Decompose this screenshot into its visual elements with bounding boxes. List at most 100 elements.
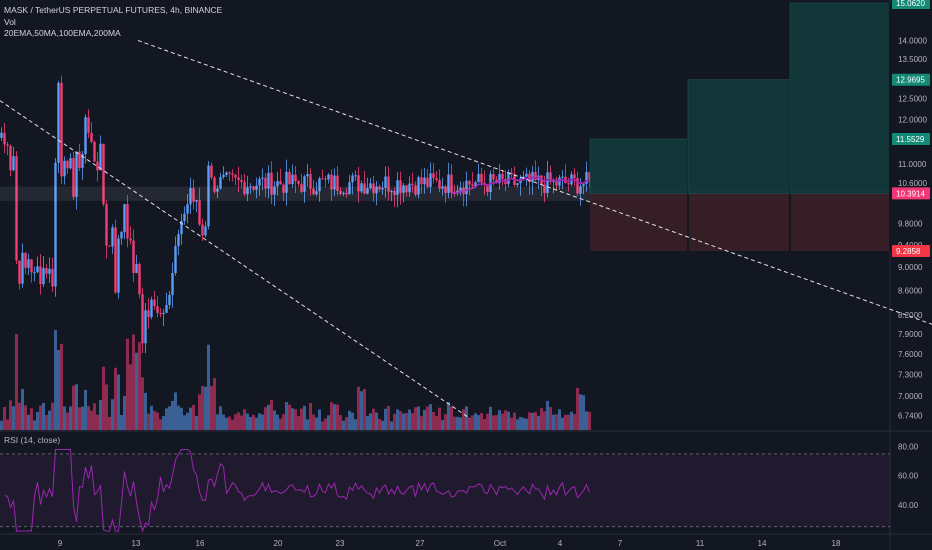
volume-bar	[462, 409, 465, 430]
volume-bar	[96, 414, 99, 430]
candle-body	[195, 200, 198, 202]
volume-bar	[531, 412, 534, 430]
candle-body	[252, 186, 255, 190]
candle-body	[543, 184, 546, 194]
candle-body	[474, 182, 477, 186]
volume-bar	[528, 412, 531, 430]
rsi-legend[interactable]: RSI (14, close)	[4, 435, 61, 445]
candle-body	[459, 187, 462, 191]
price-tick-label: 7.9000	[898, 330, 923, 339]
volume-bar	[312, 414, 315, 430]
volume-bar	[18, 402, 21, 430]
volume-bar	[201, 385, 204, 430]
candle-body	[465, 180, 468, 195]
volume-bar	[120, 415, 123, 430]
candle-body	[129, 238, 132, 241]
time-tick-label: Oct	[494, 539, 507, 548]
candle-body	[87, 117, 90, 133]
time-tick-label: 20	[274, 539, 283, 548]
candle-body	[186, 204, 189, 214]
volume-bar	[402, 413, 405, 430]
volume-bar	[183, 415, 186, 430]
volume-bar	[417, 406, 420, 430]
candle-body	[120, 232, 123, 239]
volume-bar	[282, 414, 285, 430]
candle-body	[303, 176, 306, 192]
volume-bar	[387, 405, 390, 430]
volume-bar	[39, 405, 42, 430]
volume-bar	[168, 406, 171, 430]
candle-body	[66, 160, 69, 169]
time-tick-label: 9	[58, 539, 63, 548]
candle-body	[78, 151, 81, 168]
volume-bar	[414, 407, 417, 430]
volume-bar	[522, 417, 525, 430]
price-tick-label: 7.3000	[898, 370, 923, 379]
candle-body	[273, 186, 276, 195]
candle-body	[24, 252, 27, 268]
candle-body	[291, 174, 294, 185]
symbol-title: MASK / TetherUS PERPETUAL FUTURES, 4h, B…	[4, 5, 223, 15]
candle-body	[414, 185, 417, 195]
volume-bar	[498, 410, 501, 430]
price-badge-target-3	[892, 0, 930, 9]
price-badge-text-entry: 10.3914	[896, 189, 925, 198]
candle-body	[507, 172, 510, 185]
candle-body	[147, 310, 150, 318]
volume-bar	[87, 406, 90, 430]
candle-body	[393, 190, 396, 195]
volume-bar	[276, 414, 279, 430]
volume-bar	[213, 378, 216, 430]
candle-body	[384, 176, 387, 188]
candle-body	[300, 183, 303, 192]
volume-bar	[438, 407, 441, 430]
candle-body	[444, 186, 447, 193]
volume-bar	[225, 417, 228, 430]
candle-body	[30, 259, 33, 273]
volume-bar	[564, 414, 567, 430]
volume-bar	[57, 349, 60, 430]
volume-bar	[426, 406, 429, 430]
candle-body	[468, 180, 471, 185]
volume-bar	[153, 410, 156, 430]
volume-bar	[300, 408, 303, 430]
candle-body	[264, 177, 267, 189]
volume-bar	[456, 416, 459, 430]
candle-body	[372, 183, 375, 194]
candle-body	[228, 172, 231, 174]
volume-bar	[21, 388, 24, 430]
volume-bar	[246, 413, 249, 430]
candle-body	[447, 174, 450, 193]
candle-body	[567, 183, 570, 185]
candle-body	[72, 158, 75, 197]
candle-body	[177, 234, 180, 247]
candle-body	[204, 226, 207, 236]
volume-bar	[375, 412, 378, 430]
lower-trendline	[0, 100, 471, 419]
moving-average-legend[interactable]: 20EMA,50MA,100EMA,200MA	[4, 28, 121, 38]
volume-bar	[525, 418, 528, 430]
volume-bar	[69, 406, 72, 430]
candle-body	[165, 304, 168, 313]
candle-body	[339, 190, 342, 194]
volume-bar	[507, 411, 510, 430]
candle-body	[501, 173, 504, 180]
candle-body	[582, 183, 585, 187]
candle-body	[96, 161, 99, 171]
price-tick-label: 11.0000	[898, 160, 927, 169]
volume-bar	[108, 416, 111, 430]
volume-bar	[411, 413, 414, 430]
candle-body	[216, 188, 219, 192]
volume-bar	[510, 417, 513, 430]
volume-bar	[330, 402, 333, 430]
candle-body	[369, 183, 372, 189]
candle-body	[111, 227, 114, 247]
candle-body	[159, 312, 162, 315]
volume-bar	[78, 407, 81, 430]
volume-bar	[93, 403, 96, 430]
volume-bar	[354, 419, 357, 430]
volume-legend[interactable]: Vol	[4, 17, 16, 27]
candlestick-series	[0, 75, 591, 354]
candle-body	[105, 204, 108, 246]
